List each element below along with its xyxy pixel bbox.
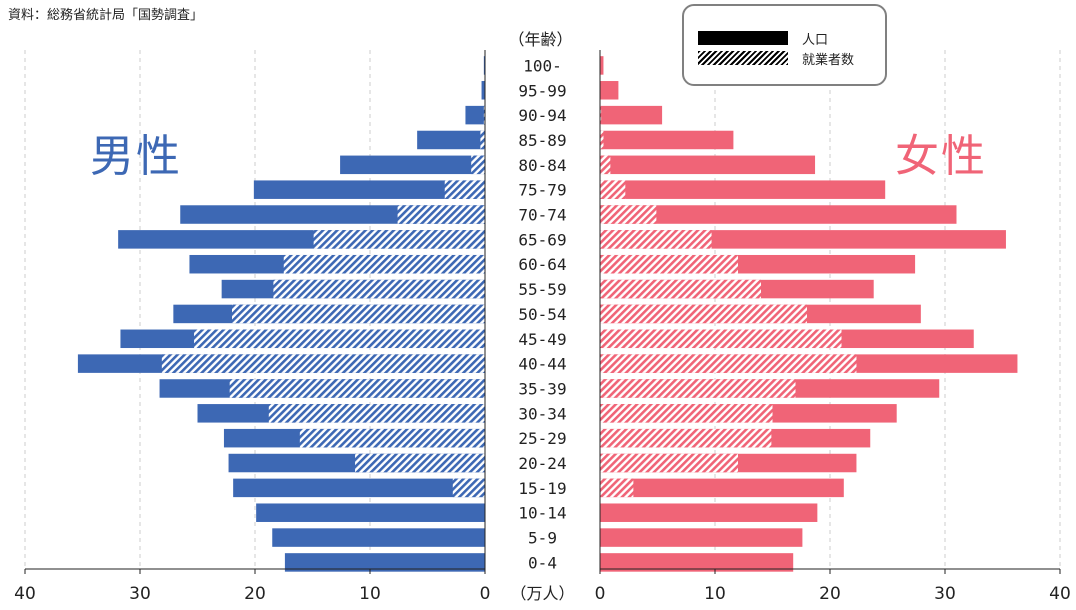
source-note: 資料：総務省統計局「国勢調査」 <box>8 8 204 23</box>
bar-male-employed <box>268 404 485 423</box>
x-tick-label-male: 30 <box>129 584 151 604</box>
legend-item-population: 人口 <box>698 30 878 48</box>
bar-female-employed <box>600 329 842 349</box>
bar-male-employed <box>397 205 485 224</box>
bar-female-population <box>600 503 818 522</box>
bar-male-population <box>256 503 485 522</box>
bar-male-employed <box>161 354 485 373</box>
x-tick-label-male: 0 <box>480 584 491 604</box>
bar-female-employed <box>600 254 738 274</box>
bar-female-employed <box>600 453 738 473</box>
bar-male-population <box>284 553 485 572</box>
bar-female-employed <box>600 205 657 224</box>
bar-male-population <box>483 56 485 75</box>
bar-female-employed <box>600 230 712 249</box>
bar-male-employed <box>471 155 485 175</box>
bar-female-employed <box>600 180 626 199</box>
age-label: 75-79 <box>518 181 566 200</box>
legend-swatch-employed <box>698 51 788 65</box>
bar-female-employed <box>600 404 773 423</box>
bar-male-employed <box>313 230 485 249</box>
age-label: 45-49 <box>518 330 566 349</box>
bar-female-population <box>600 81 619 100</box>
age-label: 40-44 <box>518 355 566 374</box>
bar-male-population <box>340 155 485 175</box>
bar-female-employed <box>600 428 772 448</box>
bar-female-employed <box>600 354 857 373</box>
bar-female-employed <box>600 379 796 398</box>
bar-female-employed <box>600 155 611 175</box>
age-label: 55-59 <box>518 280 566 299</box>
bar-female-population <box>600 478 844 498</box>
bar-female-employed <box>600 105 602 125</box>
legend: 人口 就業者数 <box>682 4 887 86</box>
bar-male-employed <box>283 254 485 274</box>
legend-label-population: 人口 <box>802 33 829 48</box>
bar-female-employed <box>600 279 761 299</box>
bar-female-population <box>600 205 957 224</box>
bar-male-employed <box>299 428 485 448</box>
age-label: 20-24 <box>518 454 566 473</box>
age-label: 70-74 <box>518 206 566 225</box>
bar-male-employed <box>444 180 485 199</box>
bar-male-employed <box>273 279 485 299</box>
bar-female-employed <box>600 130 604 150</box>
male-label: 男性 <box>90 131 182 182</box>
x-tick-label-female: 40 <box>1049 584 1071 604</box>
x-tick-label-female: 0 <box>595 584 606 604</box>
legend-item-employed: 就業者数 <box>698 50 878 68</box>
x-tick-label-male: 10 <box>359 584 381 604</box>
age-label: 15-19 <box>518 479 566 498</box>
bar-male-employed <box>232 304 485 324</box>
age-label: 100- <box>523 56 562 75</box>
bar-male-employed <box>229 379 485 398</box>
bar-female-population <box>600 155 816 175</box>
bar-male-population <box>253 180 485 199</box>
age-label: 60-64 <box>518 255 566 274</box>
bar-female-employed <box>600 304 807 324</box>
bar-female-population <box>600 130 734 150</box>
x-tick-label-male: 20 <box>244 584 266 604</box>
legend-swatch-population <box>698 31 788 45</box>
bar-female-population <box>600 180 886 199</box>
bar-female-employed <box>600 478 634 498</box>
bar-male-employed <box>355 453 485 473</box>
age-label: 85-89 <box>518 131 566 150</box>
age-axis-title: （年齢） <box>508 30 572 49</box>
age-label: 0-4 <box>528 553 557 572</box>
x-tick-label-female: 30 <box>934 584 956 604</box>
bar-male-population <box>233 478 485 498</box>
bar-male-population <box>272 528 485 547</box>
age-label: 10-14 <box>518 504 566 523</box>
age-label: 95-99 <box>518 81 566 100</box>
bar-male-employed <box>452 478 485 498</box>
age-label: 80-84 <box>518 156 566 175</box>
age-label: 30-34 <box>518 404 566 423</box>
x-tick-label-male: 40 <box>14 584 36 604</box>
bar-male-population <box>417 130 485 150</box>
bar-male-population <box>465 105 485 125</box>
bar-male-employed <box>483 105 485 125</box>
bar-male-employed <box>194 329 486 349</box>
x-axis-unit: （万人） <box>510 584 574 603</box>
x-tick-label-female: 10 <box>704 584 726 604</box>
age-label: 50-54 <box>518 305 566 324</box>
age-label: 35-39 <box>518 379 566 398</box>
age-label: 90-94 <box>518 106 566 125</box>
bar-female-population <box>600 56 604 75</box>
bar-female-population <box>600 528 803 547</box>
bar-female-population <box>600 553 794 572</box>
legend-label-employed: 就業者数 <box>802 53 855 68</box>
age-label: 5-9 <box>528 529 557 548</box>
x-tick-label-female: 20 <box>819 584 841 604</box>
bar-male-employed <box>480 130 485 150</box>
age-label: 65-69 <box>518 230 566 249</box>
bar-male-population <box>481 81 485 100</box>
bar-female-population <box>600 105 663 125</box>
age-label: 25-29 <box>518 429 566 448</box>
female-label: 女性 <box>895 131 987 182</box>
